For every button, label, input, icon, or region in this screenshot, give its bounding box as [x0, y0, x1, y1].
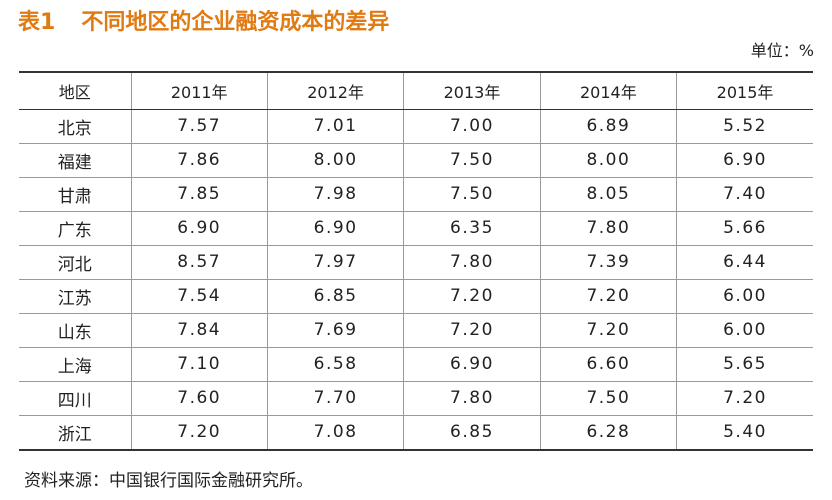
value-cell: 6.85 — [403, 415, 541, 451]
value-cell: 6.85 — [267, 279, 405, 314]
value-cell: 8.00 — [540, 143, 678, 178]
value-cell: 8.05 — [540, 177, 678, 212]
value-cell: 7.80 — [403, 381, 541, 416]
region-cell: 四川 — [19, 381, 132, 416]
value-cell: 6.35 — [403, 211, 541, 246]
value-cell: 7.98 — [267, 177, 405, 212]
value-cell: 6.89 — [540, 109, 678, 144]
column-header-2013: 2013年 — [403, 71, 541, 110]
table-row: 上海 7.10 6.58 6.90 6.60 5.65 — [19, 347, 813, 382]
value-cell: 7.20 — [403, 279, 541, 314]
value-cell: 5.65 — [676, 347, 813, 382]
value-cell: 6.00 — [676, 313, 813, 348]
value-cell: 7.20 — [540, 313, 678, 348]
value-cell: 6.58 — [267, 347, 405, 382]
table-row: 北京 7.57 7.01 7.00 6.89 5.52 — [19, 109, 813, 144]
table-number: 表1 — [18, 10, 56, 35]
value-cell: 6.60 — [540, 347, 678, 382]
value-cell: 7.50 — [403, 143, 541, 178]
table-row: 甘肃 7.85 7.98 7.50 8.05 7.40 — [19, 177, 813, 212]
value-cell: 6.90 — [267, 211, 405, 246]
table-row: 福建 7.86 8.00 7.50 8.00 6.90 — [19, 143, 813, 178]
source-note: 资料来源：中国银行国际金融研究所。 — [24, 471, 313, 491]
value-cell: 5.66 — [676, 211, 813, 246]
column-header-region: 地区 — [19, 71, 132, 110]
value-cell: 7.54 — [131, 279, 268, 314]
value-cell: 7.50 — [540, 381, 678, 416]
value-cell: 7.70 — [267, 381, 405, 416]
unit-note: 单位：% — [750, 41, 814, 60]
value-cell: 7.97 — [267, 245, 405, 280]
financing-cost-table: 地区 2011年 2012年 2013年 2014年 2015年 北京 7.57 7… — [19, 71, 813, 451]
region-cell: 山东 — [19, 313, 132, 348]
column-header-2014: 2014年 — [540, 71, 678, 110]
value-cell: 7.60 — [131, 381, 268, 416]
region-cell: 广东 — [19, 211, 132, 246]
value-cell: 7.80 — [403, 245, 541, 280]
value-cell: 5.52 — [676, 109, 813, 144]
column-header-2012: 2012年 — [267, 71, 405, 110]
value-cell: 7.80 — [540, 211, 678, 246]
table-row: 广东 6.90 6.90 6.35 7.80 5.66 — [19, 211, 813, 246]
region-cell: 江苏 — [19, 279, 132, 314]
value-cell: 6.44 — [676, 245, 813, 280]
value-cell: 8.00 — [267, 143, 405, 178]
header-row: 地区 2011年 2012年 2013年 2014年 2015年 — [19, 71, 813, 110]
value-cell: 7.84 — [131, 313, 268, 348]
value-cell: 6.90 — [676, 143, 813, 178]
column-header-2011: 2011年 — [131, 71, 268, 110]
table-body: 北京 7.57 7.01 7.00 6.89 5.52 福建 7.86 8.00 7.50 8.00… — [19, 109, 813, 451]
table-row: 浙江 7.20 7.08 6.85 6.28 5.40 — [19, 415, 813, 451]
value-cell: 5.40 — [676, 415, 813, 451]
region-cell: 上海 — [19, 347, 132, 382]
column-header-2015: 2015年 — [676, 71, 813, 110]
region-cell: 北京 — [19, 109, 132, 144]
value-cell: 6.00 — [676, 279, 813, 314]
value-cell: 7.10 — [131, 347, 268, 382]
value-cell: 8.57 — [131, 245, 268, 280]
region-cell: 河北 — [19, 245, 132, 280]
value-cell: 7.85 — [131, 177, 268, 212]
value-cell: 7.08 — [267, 415, 405, 451]
value-cell: 7.20 — [403, 313, 541, 348]
region-cell: 福建 — [19, 143, 132, 178]
table-caption: 不同地区的企业融资成本的差异 — [81, 10, 390, 35]
value-cell: 7.50 — [403, 177, 541, 212]
region-cell: 浙江 — [19, 415, 132, 451]
table-row: 山东 7.84 7.69 7.20 7.20 6.00 — [19, 313, 813, 348]
value-cell: 7.01 — [267, 109, 405, 144]
region-cell: 甘肃 — [19, 177, 132, 212]
value-cell: 7.40 — [676, 177, 813, 212]
value-cell: 7.20 — [131, 415, 268, 451]
value-cell: 7.69 — [267, 313, 405, 348]
value-cell: 7.20 — [676, 381, 813, 416]
value-cell: 7.57 — [131, 109, 268, 144]
table-row: 河北 8.57 7.97 7.80 7.39 6.44 — [19, 245, 813, 280]
table-row: 四川 7.60 7.70 7.80 7.50 7.20 — [19, 381, 813, 416]
table-row: 江苏 7.54 6.85 7.20 7.20 6.00 — [19, 279, 813, 314]
table-title: 表1 不同地区的企业融资成本的差异 — [18, 8, 389, 38]
value-cell: 7.00 — [403, 109, 541, 144]
value-cell: 6.90 — [131, 211, 268, 246]
value-cell: 7.39 — [540, 245, 678, 280]
value-cell: 7.86 — [131, 143, 268, 178]
value-cell: 6.90 — [403, 347, 541, 382]
value-cell: 6.28 — [540, 415, 678, 451]
value-cell: 7.20 — [540, 279, 678, 314]
